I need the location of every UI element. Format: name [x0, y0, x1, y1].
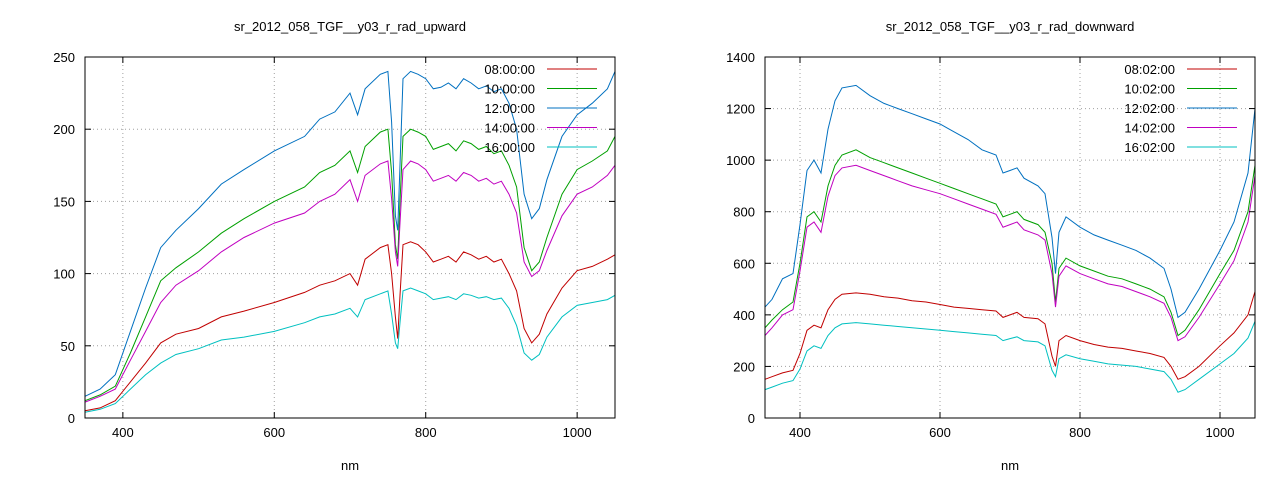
plot-frame: [84, 56, 616, 419]
y-tick-label: 1000: [726, 153, 755, 168]
y-tick-label: 200: [733, 359, 755, 374]
x-tick-label: 1000: [563, 425, 592, 440]
plot-frame: [764, 56, 1256, 419]
series-line-2: [84, 70, 616, 397]
legend-label: 08:02:00: [1124, 62, 1175, 77]
chart-title: sr_2012_058_TGF__y03_r_rad_upward: [234, 19, 466, 34]
series-line-4: [764, 321, 1256, 393]
x-tick-label: 800: [1069, 425, 1091, 440]
y-tick-label: 400: [733, 308, 755, 323]
y-tick-label: 800: [733, 205, 755, 220]
y-tick-label: 1400: [726, 50, 755, 65]
chart-title: sr_2012_058_TGF__y03_r_rad_downward: [886, 19, 1135, 34]
y-tick-label: 50: [61, 339, 75, 354]
x-tick-label: 1000: [1206, 425, 1235, 440]
x-tick-label: 600: [929, 425, 951, 440]
legend-label: 12:02:00: [1124, 101, 1175, 116]
y-tick-label: 0: [68, 411, 75, 426]
series-line-1: [84, 128, 616, 402]
series-line-1: [764, 149, 1256, 337]
x-tick-label: 400: [112, 425, 134, 440]
series-line-0: [84, 241, 616, 412]
legend-label: 16:02:00: [1124, 140, 1175, 155]
y-tick-label: 1200: [726, 102, 755, 117]
y-tick-label: 100: [53, 267, 75, 282]
x-tick-label: 600: [263, 425, 285, 440]
chart-1: 400 600 800 1000 0 200 400 600 800 1000 1200 1400 sr…: [726, 19, 1256, 473]
legend-label: 14:00:00: [484, 121, 535, 136]
y-tick-label: 250: [53, 50, 75, 65]
x-axis-label: nm: [341, 458, 359, 473]
legend-label: 10:00:00: [484, 82, 535, 97]
legend-label: 14:02:00: [1124, 121, 1175, 136]
x-tick-label: 400: [789, 425, 811, 440]
y-tick-label: 600: [733, 256, 755, 271]
series-line-3: [84, 160, 616, 403]
series-line-0: [764, 291, 1256, 380]
y-tick-label: 150: [53, 194, 75, 209]
legend-label: 16:00:00: [484, 140, 535, 155]
y-tick-label: 0: [748, 411, 755, 426]
chart-0: 400 600 800 1000 0 50 100 150 200 250 sr_2012_058_…: [53, 19, 616, 473]
y-tick-label: 200: [53, 122, 75, 137]
x-tick-label: 800: [415, 425, 437, 440]
legend-label: 08:00:00: [484, 62, 535, 77]
series-line-4: [84, 287, 616, 413]
series-line-2: [764, 84, 1256, 319]
legend-label: 12:00:00: [484, 101, 535, 116]
legend-label: 10:02:00: [1124, 82, 1175, 97]
series-line-3: [764, 164, 1256, 342]
x-axis-label: nm: [1001, 458, 1019, 473]
